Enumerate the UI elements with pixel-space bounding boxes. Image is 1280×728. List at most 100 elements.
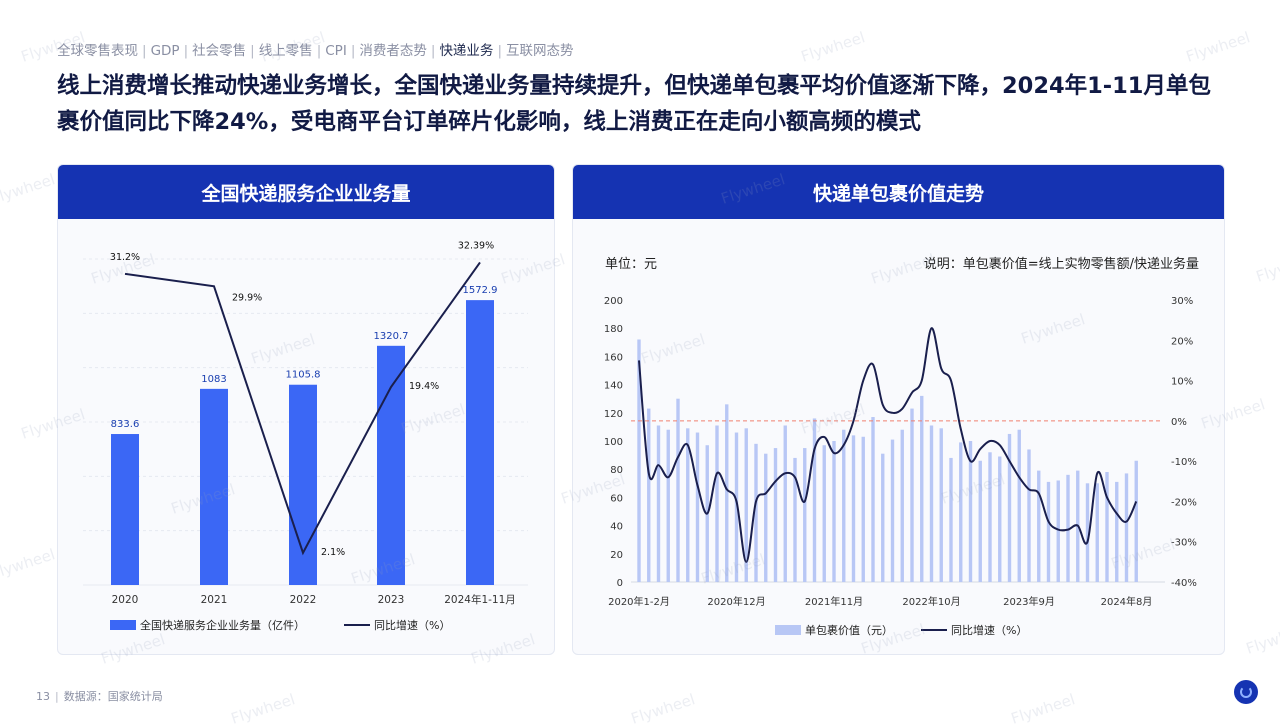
line-value-label: 31.2% (110, 252, 140, 263)
bar (637, 339, 641, 582)
bar (939, 428, 943, 582)
nav-separator: | (183, 43, 189, 59)
y2-tick-label: 20% (1171, 336, 1193, 347)
nav-separator: | (497, 43, 502, 59)
x-tick-label: 2022 (290, 594, 317, 606)
flywheel-logo-icon (1234, 680, 1258, 704)
y-tick-label: 20 (610, 550, 623, 561)
bar (929, 425, 934, 582)
nav-item[interactable]: 互联网态势 (506, 43, 574, 59)
yoy-growth-line (638, 327, 1138, 563)
nav-item[interactable]: GDP (150, 43, 180, 59)
line-value-label: 32.39% (458, 240, 494, 251)
parcel-value-chart-panel: 快递单包裹价值走势 单位：元 说明：单包裹价值=线上实物零售额/快递业务量 0 20 4… (572, 164, 1225, 655)
y-tick-label: 80 (610, 465, 623, 476)
nav-item[interactable]: 全球零售表现 (57, 43, 138, 59)
y-tick-label: 120 (604, 409, 623, 420)
bar (686, 428, 690, 582)
bar-value-label: 1083 (201, 374, 226, 385)
y2-tick-label: 30% (1171, 296, 1193, 307)
bar (764, 453, 768, 582)
nav-separator: | (430, 43, 436, 59)
nav-item[interactable]: 社会零售 (192, 43, 247, 59)
y2-tick-label: 10% (1171, 377, 1193, 388)
watermark: Flywheel (0, 545, 58, 583)
page-number: 13 (36, 690, 50, 703)
bar (978, 460, 982, 582)
legend-bar-swatch (775, 625, 801, 635)
x-tick-label: 2021 (201, 594, 228, 606)
bar (1056, 480, 1060, 582)
x-tick-label: 2024年8月 (1101, 595, 1153, 608)
bar (647, 408, 651, 582)
page-headline: 线上消费增长推动快递业务增长，全国快递业务量持续提升，但快递单包裹平均价值逐渐下… (57, 73, 1211, 135)
bar (695, 432, 700, 582)
bar (1046, 481, 1051, 582)
bar (725, 404, 729, 582)
x-tick-label: 2024年1-11月 (444, 593, 516, 606)
bar (890, 439, 895, 582)
bar (1085, 483, 1090, 582)
nav-item[interactable]: 消费者态势 (359, 43, 427, 59)
bar (832, 441, 836, 582)
nav-separator: | (350, 43, 356, 59)
legend-bar-label: 单包裹价值（元） (805, 623, 893, 637)
nav-item[interactable]: 线上零售 (258, 43, 313, 59)
y2-tick-label: -40% (1171, 578, 1197, 589)
top-nav-breadcrumb: 全球零售表现 | GDP | 社会零售 | 线上零售 | CPI | 消费者态势 | 快递业务 | 互联网态… (57, 39, 574, 59)
legend-bar-swatch (110, 620, 136, 630)
bar-value-label: 1105.8 (286, 370, 321, 381)
bar (871, 417, 875, 582)
bar (968, 441, 973, 582)
y-tick-label: 140 (604, 381, 623, 392)
parcel-value-chart: 单位：元 说明：单包裹价值=线上实物零售额/快递业务量 0 20 40 60 80 100 12… (604, 256, 1199, 637)
bar (783, 425, 787, 582)
bar (466, 300, 494, 585)
express-volume-chart-panel: 全国快递服务企业业务量 833.6 2020 1083 2021 1105.8 2022 1… (57, 164, 555, 655)
legend-line-label: 同比增速（%） (374, 618, 450, 632)
bar (851, 435, 856, 582)
y2-tick-label: 0% (1171, 417, 1187, 428)
bar (1115, 481, 1119, 582)
bar (200, 388, 228, 585)
x-tick-label: 2020 (112, 594, 139, 606)
watermark: Flywheel (628, 690, 698, 728)
express-volume-chart-title: 全国快递服务企业业务量 (58, 165, 554, 219)
bar (822, 445, 826, 582)
parcel-value-chart-title: 快递单包裹价值走势 (573, 165, 1224, 219)
nav-item[interactable]: 快递业务 (439, 43, 494, 59)
bar (949, 457, 953, 582)
x-tick-label: 2023 (378, 594, 405, 606)
footer: 13 | 数据源：国家统计局 (36, 688, 163, 704)
y-tick-label: 40 (610, 522, 623, 533)
bar (754, 443, 758, 582)
bar (773, 448, 778, 582)
watermark: Flywheel (1253, 248, 1280, 286)
x-tick-label: 2020年12月 (707, 595, 765, 608)
y2-tick-label: -20% (1171, 497, 1197, 508)
bar (1027, 449, 1031, 582)
bar (812, 418, 817, 582)
watermark: Flywheel (0, 170, 58, 208)
bar (744, 428, 748, 582)
footer-divider: | (55, 690, 59, 703)
watermark: Flywheel (1008, 690, 1078, 728)
bar (734, 432, 739, 582)
bar (1037, 470, 1041, 582)
x-tick-label: 2021年11月 (805, 595, 863, 608)
x-tick-label: 2023年9月 (1003, 595, 1055, 608)
nav-item[interactable]: CPI (325, 43, 347, 59)
line-value-label: 29.9% (232, 292, 262, 303)
nav-separator: | (316, 43, 322, 59)
data-source: 数据源：国家统计局 (63, 690, 163, 703)
y2-tick-label: -10% (1171, 457, 1197, 468)
bar (1124, 473, 1129, 582)
line-value-label: 2.1% (321, 547, 345, 558)
line-value-label: 19.4% (409, 381, 439, 392)
bar (959, 442, 963, 582)
nav-separator: | (142, 43, 147, 59)
y-tick-label: 60 (610, 493, 623, 504)
y-tick-label: 100 (604, 437, 623, 448)
bar (666, 429, 670, 582)
bar (656, 425, 661, 582)
